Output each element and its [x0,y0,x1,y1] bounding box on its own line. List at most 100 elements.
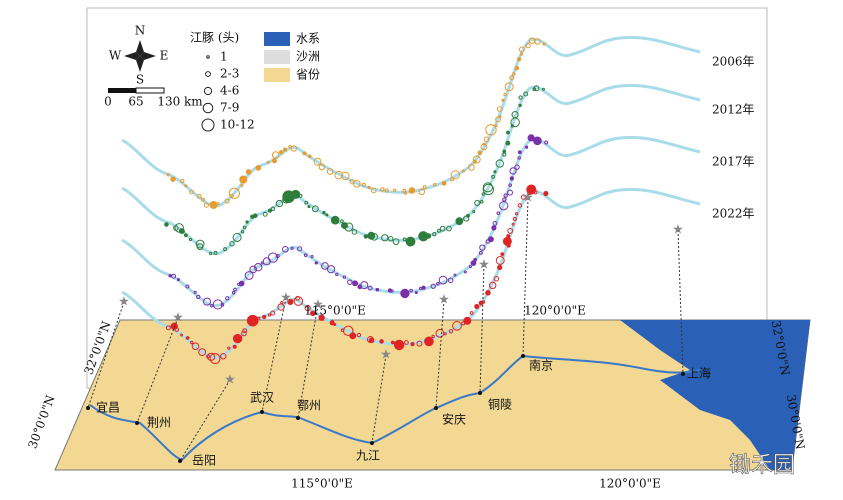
station-star: ★ [312,298,324,313]
porpoise-dot [425,233,432,239]
watermark: 锄禾园 [729,453,795,478]
porpoise-dot [245,169,252,175]
porpoise-dot [491,174,496,179]
porpoise-dot [229,241,235,247]
porpoise-dot [295,295,301,301]
porpoise-dot [344,222,354,232]
porpoise-dot [404,340,409,345]
porpoise-dot [450,170,460,180]
porpoise-dot [380,187,385,192]
porpoise-dot [239,175,248,184]
porpoise-dot [414,291,418,295]
porpoise-dot [517,57,522,62]
link-line [297,304,319,419]
size-label: 10-12 [220,118,255,132]
porpoise-dot [517,150,522,155]
city-label: 岳阳 [192,454,216,468]
coordinate-label: 115°0'0"E [304,304,366,318]
porpoise-dot [233,287,237,292]
legend-label: 沙洲 [296,50,320,64]
porpoise-dot [370,187,377,194]
porpoise-dot [335,272,339,277]
size-label: 1 [220,50,228,64]
porpoise-dot [421,285,426,290]
porpoise-dot [534,38,541,45]
station-star: ★ [522,191,534,206]
station-star: ★ [478,258,490,273]
station-star: ★ [672,223,684,238]
porpoise-dot [437,228,441,233]
porpoise-dot [416,340,423,347]
porpoise-dot [232,344,237,349]
porpoise-dot [271,151,280,159]
porpoise-dot [240,230,245,234]
river-profile [121,135,701,308]
porpoise-dot [262,314,267,320]
porpoise-dot [193,290,197,294]
porpoise-dot [196,294,201,300]
city-point [86,406,90,410]
porpoise-dot [435,328,445,338]
porpoise-dot [220,302,225,307]
porpoise-dot [191,342,200,351]
porpoise-dot [178,228,185,235]
city-label: 南京 [529,358,553,373]
porpoise-dot [240,183,244,188]
porpoise-dot [506,189,513,196]
city-label: 铜陵 [488,397,512,412]
size-label: 4-6 [220,84,239,98]
porpoise-dot [463,316,472,325]
porpoise-dot [189,189,194,195]
porpoise-dot [165,325,171,331]
porpoise-dot [313,157,322,166]
profile: 2022年 [121,184,755,364]
porpoise-dot [290,246,294,250]
porpoise-dot [370,233,379,241]
year-label: 2022年 [712,207,755,221]
porpoise-dot [164,222,169,227]
porpoise-dot [166,173,171,177]
porpoise-dot [283,147,288,152]
city-point [681,372,685,376]
porpoise-dot [498,114,502,118]
porpoise-dot [509,75,515,81]
porpoise-dot [287,298,294,306]
porpoise-dot [431,334,435,339]
porpoise-dot [275,254,280,259]
porpoise-dot [500,252,505,257]
porpoise-dot [232,232,242,242]
porpoise-dot [223,247,228,252]
porpoise-dot [318,164,326,171]
porpoise-dot [212,299,223,310]
porpoise-dot [242,328,248,334]
porpoise-dot [461,169,465,173]
porpoise-dot [196,243,204,251]
porpoise-dot [468,265,472,269]
porpoise-dot [280,300,284,305]
city-label: 上海 [687,366,711,381]
coordinate-label: 30°0'0"N [25,393,57,450]
legend-title: 江豚 (头) [190,31,239,45]
porpoise-dot [249,265,258,274]
porpoise-dot [441,181,447,186]
porpoise-dot [390,340,395,345]
porpoise-dot [252,213,258,219]
porpoise-dot [482,142,486,146]
porpoise-dot [387,236,394,242]
river-profile [121,35,701,208]
porpoise-dot [493,275,500,282]
station-star: ★ [380,348,392,363]
porpoise-dot [512,72,516,76]
porpoise-dot [213,250,218,255]
city-point [370,441,374,445]
porpoise-dot [503,92,507,97]
porpoise-dot [270,310,276,316]
porpoise-dot [432,232,437,237]
porpoise-dot [452,321,462,331]
porpoise-dot [470,260,477,266]
city-point [296,416,300,420]
porpoise-dot [438,275,448,285]
porpoise-dot [379,339,384,344]
porpoise-dot [302,151,307,156]
porpoise-dot [203,202,209,208]
